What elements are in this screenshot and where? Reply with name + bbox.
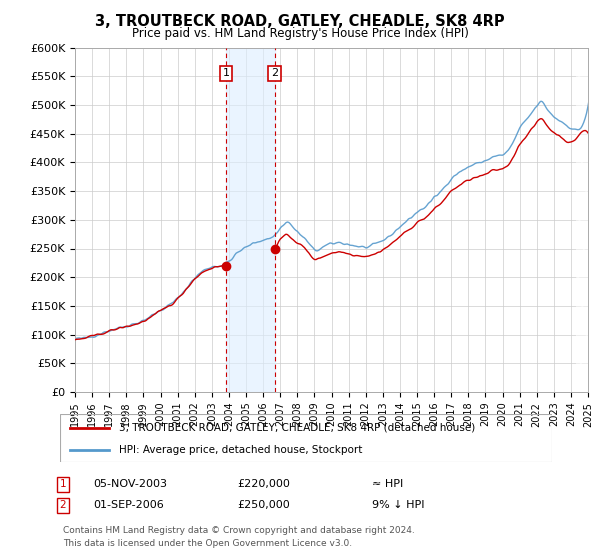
Text: 1: 1: [223, 68, 230, 78]
Text: 3, TROUTBECK ROAD, GATLEY, CHEADLE, SK8 4RP (detached house): 3, TROUTBECK ROAD, GATLEY, CHEADLE, SK8 …: [119, 423, 475, 433]
Text: 2: 2: [271, 68, 278, 78]
Text: This data is licensed under the Open Government Licence v3.0.: This data is licensed under the Open Gov…: [63, 539, 352, 548]
Text: 1: 1: [59, 479, 67, 489]
Bar: [576, 48, 588, 392]
Text: £250,000: £250,000: [237, 500, 290, 510]
Text: 01-SEP-2006: 01-SEP-2006: [93, 500, 164, 510]
Text: 9% ↓ HPI: 9% ↓ HPI: [372, 500, 425, 510]
Text: 3, TROUTBECK ROAD, GATLEY, CHEADLE, SK8 4RP: 3, TROUTBECK ROAD, GATLEY, CHEADLE, SK8 …: [95, 14, 505, 29]
Text: 05-NOV-2003: 05-NOV-2003: [93, 479, 167, 489]
Text: 2: 2: [59, 500, 67, 510]
Text: Contains HM Land Registry data © Crown copyright and database right 2024.: Contains HM Land Registry data © Crown c…: [63, 526, 415, 535]
Text: HPI: Average price, detached house, Stockport: HPI: Average price, detached house, Stoc…: [119, 445, 362, 455]
Text: ≈ HPI: ≈ HPI: [372, 479, 403, 489]
Text: £220,000: £220,000: [237, 479, 290, 489]
Text: Price paid vs. HM Land Registry's House Price Index (HPI): Price paid vs. HM Land Registry's House …: [131, 27, 469, 40]
Bar: [226, 48, 275, 392]
